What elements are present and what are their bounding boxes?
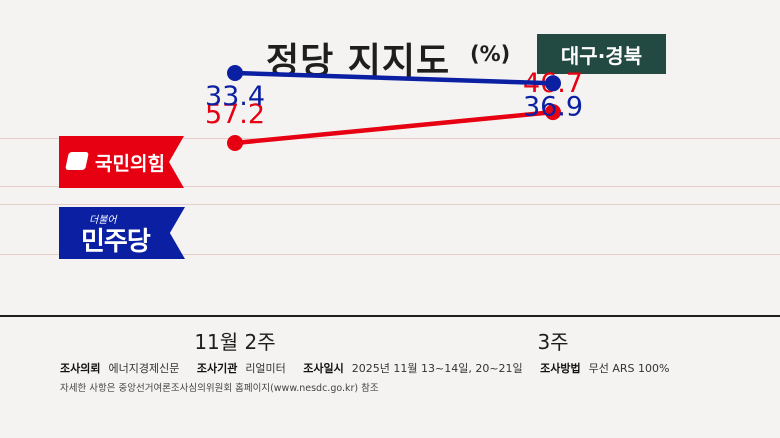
gridline [0, 186, 780, 187]
legend-dem-small-label: 더불어 [89, 215, 117, 226]
legend-ppp: 국민의힘 [59, 136, 184, 188]
unit-label: (%) [470, 42, 511, 66]
gridline [0, 204, 780, 205]
legend-dem-label: 민주당 [81, 227, 151, 257]
footnote: 자세한 사항은 중앙선거여론조사심의위원회 홈페이지(www.nesdc.go.… [60, 383, 379, 394]
x-tick-label: 3주 [537, 330, 569, 354]
method-label: 조사방법 [540, 362, 581, 375]
ppp-logo-icon [65, 152, 89, 170]
data-point [227, 135, 243, 151]
survey-info: 조사의뢰 에너지경제신문 조사기관 리얼미터 조사일시 2025년 11월 13~14… [60, 360, 684, 376]
legend-dem: 더불어 민주당 [59, 207, 185, 259]
data-label: 33.4 [205, 81, 265, 112]
legend-ppp-label: 국민의힘 [95, 153, 165, 175]
gridline [0, 254, 780, 255]
x-tick-label: 11월 2주 [194, 330, 276, 354]
agency-value: 리얼미터 [245, 362, 286, 375]
data-point [545, 104, 561, 121]
series-line [234, 70, 554, 86]
region-badge: 대구·경북 [537, 34, 666, 74]
agency-label: 조사기관 [196, 362, 238, 375]
data-label: 36.9 [523, 91, 583, 122]
client-label: 조사의뢰 [60, 362, 101, 375]
data-label: 57.2 [205, 99, 265, 130]
x-axis-line [0, 315, 780, 317]
client-value: 에너지경제신문 [108, 362, 180, 375]
date-label: 조사일시 [303, 362, 344, 375]
date-value: 2025년 11월 13~14일, 20~21일 [351, 362, 523, 375]
method-value: 무선 ARS 100% [588, 362, 670, 375]
series-line [234, 109, 554, 146]
gridline [0, 138, 780, 139]
data-point [227, 65, 243, 81]
data-point [545, 75, 561, 92]
